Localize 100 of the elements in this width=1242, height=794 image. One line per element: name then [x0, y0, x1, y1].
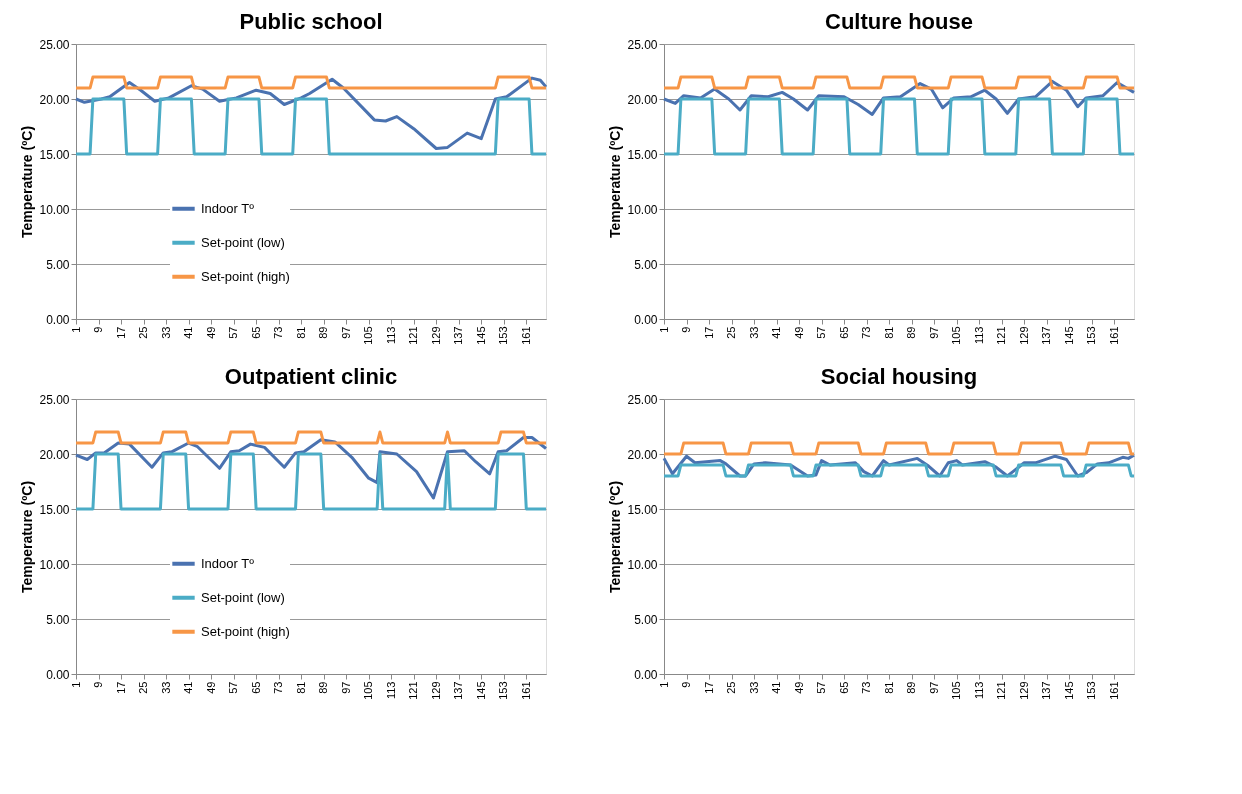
y-tick-label: 20.00 — [39, 92, 70, 107]
x-tick-label: 145 — [1062, 326, 1075, 345]
y-tick-label: 10.00 — [627, 202, 658, 217]
legend-label: Indoor Tº — [201, 555, 255, 571]
x-tick-label: 97 — [339, 326, 352, 339]
x-tick-label: 129 — [429, 326, 442, 345]
x-tick-label: 9 — [680, 326, 693, 333]
x-tick-label: 153 — [1085, 681, 1098, 700]
x-tick-label: 137 — [1040, 326, 1053, 345]
x-tick-label: 81 — [294, 681, 307, 694]
x-tick-label: 17 — [702, 681, 715, 694]
x-tick-label: 41 — [770, 326, 783, 339]
x-tick-label: 49 — [204, 681, 217, 694]
x-tick-label: 161 — [1107, 681, 1120, 700]
y-tick-label: 10.00 — [39, 557, 70, 572]
x-tick-label: 65 — [837, 326, 850, 339]
x-tick-label: 105 — [362, 681, 375, 700]
x-tick-label: 49 — [204, 326, 217, 339]
x-tick-label: 97 — [339, 681, 352, 694]
x-tick-label: 97 — [927, 326, 940, 339]
y-tick-label: 25.00 — [627, 392, 658, 407]
x-tick-label: 137 — [1040, 681, 1053, 700]
legend-label: Set-point (low) — [201, 589, 285, 605]
x-tick-label: 33 — [747, 326, 760, 339]
y-tick-label: 5.00 — [46, 612, 70, 627]
x-tick-label: 25 — [725, 326, 738, 339]
y-tick-label: 20.00 — [627, 92, 658, 107]
x-tick-label: 33 — [159, 326, 172, 339]
y-tick-label: 25.00 — [39, 37, 70, 52]
x-tick-label: 25 — [725, 681, 738, 694]
legend-label: Set-point (low) — [201, 234, 285, 250]
y-tick-label: 20.00 — [627, 447, 658, 462]
y-tick-label: 0.00 — [46, 667, 70, 682]
chart-title: Outpatient clinic — [224, 364, 398, 389]
chart-title: Culture house — [825, 9, 973, 34]
x-tick-label: 113 — [972, 326, 985, 345]
x-tick-label: 113 — [972, 681, 985, 700]
x-tick-label: 49 — [792, 326, 805, 339]
x-tick-label: 89 — [317, 681, 330, 694]
x-tick-label: 73 — [860, 326, 873, 339]
x-tick-label: 137 — [452, 681, 465, 700]
x-tick-label: 161 — [519, 326, 532, 345]
y-tick-label: 0.00 — [634, 667, 658, 682]
x-tick-label: 1 — [657, 681, 670, 688]
x-tick-label: 57 — [227, 681, 240, 694]
y-tick-label: 15.00 — [627, 502, 658, 517]
y-tick-label: 5.00 — [46, 257, 70, 272]
x-tick-label: 73 — [272, 681, 285, 694]
x-tick-label: 113 — [384, 326, 397, 345]
x-tick-label: 129 — [1017, 681, 1030, 700]
x-tick-label: 49 — [792, 681, 805, 694]
legend-label: Set-point (high) — [201, 623, 290, 639]
x-tick-label: 81 — [294, 326, 307, 339]
x-tick-label: 57 — [815, 326, 828, 339]
x-tick-label: 89 — [905, 326, 918, 339]
x-tick-label: 33 — [747, 681, 760, 694]
x-tick-label: 57 — [227, 326, 240, 339]
x-tick-label: 41 — [182, 326, 195, 339]
x-tick-label: 33 — [159, 681, 172, 694]
x-tick-label: 41 — [182, 681, 195, 694]
x-tick-label: 25 — [137, 681, 150, 694]
x-tick-label: 153 — [1085, 326, 1098, 345]
x-tick-label: 105 — [950, 326, 963, 345]
x-tick-label: 153 — [497, 326, 510, 345]
chart-title: Public school — [239, 9, 383, 34]
x-tick-label: 161 — [519, 681, 532, 700]
x-tick-label: 65 — [249, 681, 262, 694]
y-tick-label: 0.00 — [46, 312, 70, 327]
x-tick-label: 129 — [429, 681, 442, 700]
y-tick-label: 10.00 — [39, 202, 70, 217]
legend-label: Indoor Tº — [201, 200, 255, 216]
x-tick-label: 121 — [995, 681, 1008, 700]
y-tick-label: 20.00 — [39, 447, 70, 462]
x-tick-label: 73 — [860, 681, 873, 694]
x-tick-label: 105 — [362, 326, 375, 345]
x-tick-label: 137 — [452, 326, 465, 345]
x-tick-label: 41 — [770, 681, 783, 694]
x-tick-label: 153 — [497, 681, 510, 700]
y-axis-title: Temperature (ºC) — [607, 125, 624, 239]
chart-title: Social housing — [820, 364, 978, 389]
x-tick-label: 17 — [114, 681, 127, 694]
legend-label: Set-point (high) — [201, 268, 290, 284]
y-axis-title: Temperature (ºC) — [19, 480, 36, 594]
x-tick-label: 73 — [272, 326, 285, 339]
x-tick-label: 121 — [407, 326, 420, 345]
x-tick-label: 57 — [815, 681, 828, 694]
y-axis-title: Temperature (ºC) — [607, 480, 624, 594]
x-tick-label: 65 — [249, 326, 262, 339]
y-tick-label: 15.00 — [39, 502, 70, 517]
y-tick-label: 10.00 — [627, 557, 658, 572]
y-tick-label: 5.00 — [634, 612, 658, 627]
x-tick-label: 17 — [114, 326, 127, 339]
x-tick-label: 65 — [837, 681, 850, 694]
y-tick-label: 0.00 — [634, 312, 658, 327]
x-tick-label: 17 — [702, 326, 715, 339]
x-tick-label: 89 — [905, 681, 918, 694]
x-tick-label: 121 — [407, 681, 420, 700]
y-tick-label: 5.00 — [634, 257, 658, 272]
x-tick-label: 161 — [1107, 326, 1120, 345]
x-tick-label: 145 — [1062, 681, 1075, 700]
